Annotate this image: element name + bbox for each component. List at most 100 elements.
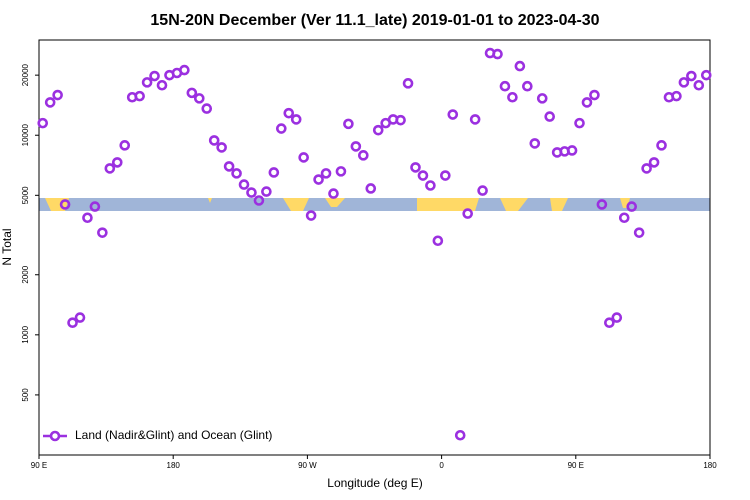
point xyxy=(671,90,682,102)
x-tick-label: 180 xyxy=(167,461,181,470)
point xyxy=(536,93,548,104)
point xyxy=(604,317,615,329)
point xyxy=(119,140,131,151)
point xyxy=(372,124,384,136)
x-tick-label: 0 xyxy=(439,461,444,470)
point xyxy=(52,89,63,101)
point xyxy=(328,188,339,199)
point xyxy=(596,199,608,210)
point xyxy=(358,150,369,161)
point xyxy=(305,210,317,221)
point xyxy=(440,170,451,181)
point xyxy=(238,179,250,190)
point xyxy=(208,135,220,146)
y-tick-label: 1000 xyxy=(21,325,30,343)
point xyxy=(253,195,265,206)
point xyxy=(566,145,578,156)
point xyxy=(59,199,71,210)
point xyxy=(104,163,116,174)
point xyxy=(111,157,123,168)
point xyxy=(447,109,459,120)
point xyxy=(44,97,56,108)
point xyxy=(89,201,101,212)
point xyxy=(335,166,347,177)
point xyxy=(67,317,78,329)
point xyxy=(462,208,473,219)
point xyxy=(186,87,198,99)
point xyxy=(686,70,697,82)
x-tick-label: 90 E xyxy=(568,461,584,470)
point xyxy=(350,141,362,152)
point xyxy=(156,79,168,91)
point xyxy=(425,180,436,191)
point xyxy=(261,186,272,197)
point xyxy=(97,227,108,238)
point xyxy=(633,227,645,238)
point xyxy=(477,185,488,196)
point xyxy=(611,312,623,323)
point xyxy=(544,111,556,122)
point xyxy=(82,212,93,224)
y-tick-label: 2000 xyxy=(21,265,30,283)
point xyxy=(626,201,638,212)
point xyxy=(589,89,600,101)
point xyxy=(320,168,332,179)
point xyxy=(246,187,257,198)
y-tick-label: 500 xyxy=(21,388,30,402)
point xyxy=(648,157,660,168)
point xyxy=(417,170,429,181)
land-patches xyxy=(45,198,630,211)
point xyxy=(529,138,541,149)
point xyxy=(134,90,145,102)
point xyxy=(276,123,287,134)
point xyxy=(268,167,280,178)
point xyxy=(290,114,302,125)
point xyxy=(618,212,630,224)
x-axis-label: Longitude (deg E) xyxy=(327,476,422,490)
y-tick-label: 5000 xyxy=(21,186,30,204)
point xyxy=(492,48,503,60)
plot-frame xyxy=(38,39,711,456)
point xyxy=(179,64,190,76)
point xyxy=(700,69,712,81)
point xyxy=(678,77,690,88)
point xyxy=(693,79,705,91)
point xyxy=(402,78,414,89)
point xyxy=(283,107,295,119)
point xyxy=(574,117,585,129)
x-tick-label: 90 E xyxy=(31,461,47,470)
point xyxy=(298,152,309,163)
point xyxy=(581,97,593,108)
point xyxy=(522,80,533,92)
point xyxy=(432,235,444,247)
point xyxy=(37,117,49,129)
point xyxy=(499,80,511,92)
point xyxy=(201,103,213,114)
land-ocean-strip xyxy=(39,198,710,211)
point xyxy=(514,60,526,72)
y-tick-label: 20000 xyxy=(21,63,30,86)
point xyxy=(313,174,324,185)
point xyxy=(641,163,652,174)
point xyxy=(149,70,160,82)
point xyxy=(410,162,421,173)
point xyxy=(223,161,235,172)
point xyxy=(469,114,481,125)
legend-label: Land (Nadir&Glint) and Ocean (Glint) xyxy=(75,428,272,442)
point xyxy=(395,114,406,126)
point xyxy=(343,118,354,130)
point xyxy=(141,77,153,88)
legend-marker xyxy=(49,430,61,442)
point xyxy=(193,93,205,104)
point xyxy=(216,142,227,153)
y-axis-label: N Total xyxy=(0,228,14,265)
point xyxy=(656,140,667,151)
ocean-band xyxy=(39,198,710,211)
chart-title: 15N-20N December (Ver 11.1_late) 2019-01… xyxy=(150,12,599,29)
x-tick-label: 180 xyxy=(703,461,717,470)
point xyxy=(74,312,86,323)
point xyxy=(365,183,377,194)
point xyxy=(507,91,518,103)
